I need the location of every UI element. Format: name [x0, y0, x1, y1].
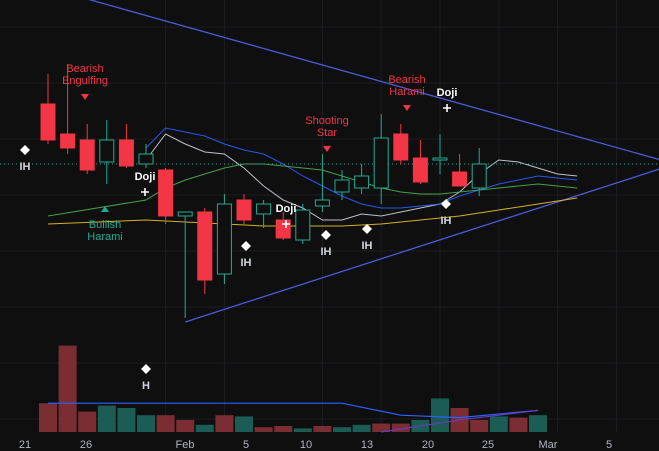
ih-label: IH [321, 246, 332, 258]
plus-icon [443, 104, 451, 112]
trendlines [88, 0, 659, 323]
arrow-down-icon [323, 146, 331, 152]
volume-bar [274, 426, 293, 432]
pattern-label: Bearish Harami [388, 74, 425, 98]
diamond-icon [141, 364, 151, 374]
volume-bar [509, 417, 528, 432]
diamond-icon [321, 230, 331, 240]
volume-bar [195, 424, 214, 432]
candle-body [412, 157, 428, 183]
doji-label: Doji [276, 203, 297, 215]
candles [40, 64, 487, 318]
candle-body [471, 163, 487, 189]
candle-body [256, 203, 272, 215]
volume-bar [254, 427, 273, 432]
candle-body [40, 103, 56, 141]
ih-label: IH [362, 240, 373, 252]
volume-bar [352, 424, 371, 432]
h-label: H [142, 380, 150, 392]
volume-bar [529, 415, 547, 432]
pattern-label: Bearish Engulfing [62, 63, 108, 87]
annotations: Bearish Engulfing Bullish Harami Shooting Sta… [20, 63, 458, 392]
candle-body [60, 133, 76, 149]
candle-body [393, 133, 409, 161]
plus-icon [141, 188, 149, 196]
candle-body [177, 211, 193, 217]
diamond-icon [20, 145, 30, 155]
volume-bar [97, 405, 116, 432]
candle-body [118, 139, 134, 167]
ih-label: IH [441, 215, 452, 227]
volume-bar [470, 420, 489, 432]
x-tick-label: Feb [176, 439, 195, 451]
volume-bar [431, 398, 449, 432]
x-tick-label: 5 [243, 439, 249, 451]
candle-body [79, 139, 95, 171]
volume-bar [313, 426, 332, 432]
candle-body [236, 199, 252, 221]
candle-body [373, 137, 389, 189]
moving-average-line [145, 127, 578, 209]
candle-body [275, 219, 291, 239]
arrow-down-icon [403, 105, 411, 111]
x-tick-label: 5 [606, 439, 612, 451]
x-tick-label: 10 [300, 439, 312, 451]
diamond-icon [362, 224, 372, 234]
volume-bar [333, 427, 351, 432]
moving-average-line [145, 133, 578, 221]
candle-body [158, 169, 174, 217]
candle-body [452, 171, 468, 187]
volume-bar [39, 403, 57, 432]
candle-body [197, 211, 213, 281]
candle-body [138, 153, 154, 165]
pattern-label: Shooting Star [305, 115, 348, 139]
volume-bar [156, 415, 175, 432]
candle-body [216, 203, 232, 275]
trendline [185, 168, 659, 323]
volume-bar [391, 423, 410, 432]
volume-bar [58, 345, 77, 432]
x-axis-background [0, 433, 659, 451]
volume-bar [293, 428, 312, 432]
doji-label: Doji [135, 171, 156, 183]
volume-bar [117, 408, 136, 432]
diamond-icon [441, 199, 451, 209]
arrow-up-icon [101, 206, 109, 212]
candle-body [99, 139, 115, 163]
volume-bar [489, 416, 508, 432]
volume-bar [137, 415, 155, 432]
x-tick-label: 21 [19, 439, 31, 451]
volume-bar [372, 423, 391, 432]
ih-label: IH [241, 257, 252, 269]
moving-average-line [47, 163, 578, 217]
x-tick-label: 20 [422, 439, 434, 451]
x-tick-label: Mar [539, 439, 558, 451]
x-axis: 21 26 Feb 5 10 13 20 25 Mar 5 [0, 433, 659, 451]
volume-pane [39, 345, 547, 433]
volume-bar [235, 416, 253, 432]
plus-icon [282, 220, 290, 228]
candle-body [432, 157, 448, 161]
volume-bar [176, 420, 195, 432]
grid [0, 0, 659, 432]
doji-label: Doji [437, 87, 458, 99]
candle-body [295, 209, 311, 241]
candle-body [334, 179, 350, 193]
x-tick-label: 25 [482, 439, 494, 451]
candle-body [354, 175, 370, 189]
trendline [88, 0, 659, 161]
volume-bar [215, 415, 234, 432]
candle-body [314, 199, 330, 207]
diamond-icon [241, 241, 251, 251]
arrow-down-icon [81, 94, 89, 100]
x-tick-label: 26 [80, 439, 92, 451]
volume-ma-line [381, 409, 539, 433]
x-tick-label: 13 [361, 439, 373, 451]
volume-ma-line [48, 402, 539, 419]
pattern-label: Bullish Harami [87, 219, 122, 243]
volume-bar [78, 411, 97, 432]
ih-label: IH [20, 161, 31, 173]
